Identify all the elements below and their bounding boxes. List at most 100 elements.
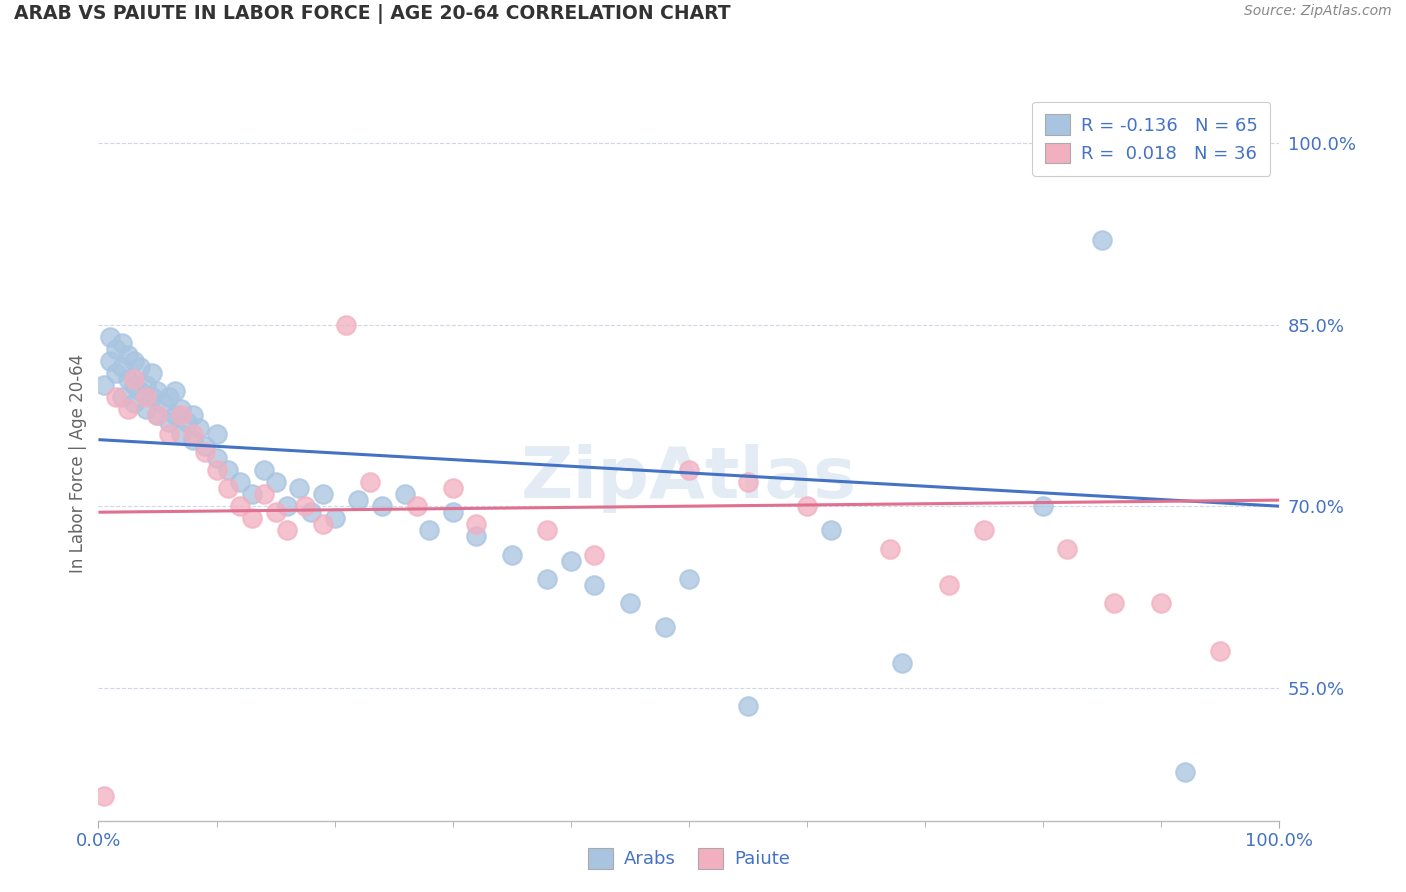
Point [347, 493, 370, 508]
Point [117, 348, 139, 362]
Point [264, 475, 287, 489]
Point [359, 475, 381, 489]
Point [229, 475, 252, 489]
Point [335, 318, 357, 332]
Point [117, 372, 139, 386]
Point [135, 390, 157, 404]
Point [796, 499, 818, 513]
Point [165, 409, 187, 423]
Point [253, 487, 276, 501]
Point [181, 409, 204, 423]
Y-axis label: In Labor Force | Age 20-64: In Labor Force | Age 20-64 [69, 354, 87, 574]
Point [312, 517, 335, 532]
Point [217, 481, 239, 495]
Point [170, 409, 193, 423]
Legend: Arabs, Paiute: Arabs, Paiute [581, 840, 797, 876]
Point [240, 511, 263, 525]
Point [394, 487, 416, 501]
Point [122, 372, 145, 386]
Point [128, 360, 150, 375]
Point [879, 541, 901, 556]
Point [312, 487, 335, 501]
Text: ZipAtlas: ZipAtlas [522, 443, 856, 513]
Point [181, 426, 204, 441]
Point [560, 553, 582, 567]
Point [229, 499, 252, 513]
Point [141, 390, 163, 404]
Point [536, 524, 558, 538]
Point [194, 439, 217, 453]
Point [418, 524, 440, 538]
Point [146, 409, 169, 423]
Point [737, 698, 759, 713]
Point [264, 505, 287, 519]
Point [276, 499, 298, 513]
Point [122, 378, 145, 392]
Point [111, 335, 134, 350]
Text: ARAB VS PAIUTE IN LABOR FORCE | AGE 20-64 CORRELATION CHART: ARAB VS PAIUTE IN LABOR FORCE | AGE 20-6… [14, 4, 731, 24]
Point [135, 378, 157, 392]
Point [441, 481, 464, 495]
Point [98, 354, 121, 368]
Point [157, 390, 180, 404]
Point [157, 426, 180, 441]
Point [128, 384, 150, 399]
Point [501, 548, 523, 562]
Point [465, 529, 488, 543]
Point [406, 499, 429, 513]
Point [117, 402, 139, 417]
Point [98, 330, 121, 344]
Point [583, 578, 606, 592]
Point [217, 463, 239, 477]
Point [1150, 596, 1173, 610]
Point [973, 524, 995, 538]
Point [1209, 644, 1232, 658]
Point [1102, 596, 1125, 610]
Point [181, 433, 204, 447]
Point [299, 505, 322, 519]
Point [323, 511, 346, 525]
Point [135, 402, 157, 417]
Point [93, 789, 115, 804]
Text: Source: ZipAtlas.com: Source: ZipAtlas.com [1244, 4, 1392, 19]
Point [122, 396, 145, 410]
Point [170, 402, 193, 417]
Point [165, 384, 187, 399]
Point [276, 524, 298, 538]
Point [93, 378, 115, 392]
Point [157, 415, 180, 429]
Point [187, 420, 209, 434]
Point [654, 620, 676, 634]
Point [146, 384, 169, 399]
Point [152, 396, 174, 410]
Point [1056, 541, 1078, 556]
Point [146, 409, 169, 423]
Point [678, 572, 700, 586]
Point [465, 517, 488, 532]
Point [1032, 499, 1054, 513]
Point [122, 354, 145, 368]
Point [105, 390, 128, 404]
Point [105, 366, 128, 380]
Point [294, 499, 316, 513]
Point [1244, 136, 1267, 151]
Point [938, 578, 960, 592]
Point [176, 415, 198, 429]
Point [583, 548, 606, 562]
Point [205, 450, 228, 465]
Point [890, 657, 912, 671]
Point [536, 572, 558, 586]
Point [111, 360, 134, 375]
Point [1091, 233, 1114, 247]
Point [141, 366, 163, 380]
Point [105, 342, 128, 356]
Point [737, 475, 759, 489]
Point [253, 463, 276, 477]
Point [1174, 765, 1197, 780]
Point [170, 426, 193, 441]
Point [371, 499, 394, 513]
Point [205, 426, 228, 441]
Point [678, 463, 700, 477]
Point [288, 481, 311, 495]
Point [205, 463, 228, 477]
